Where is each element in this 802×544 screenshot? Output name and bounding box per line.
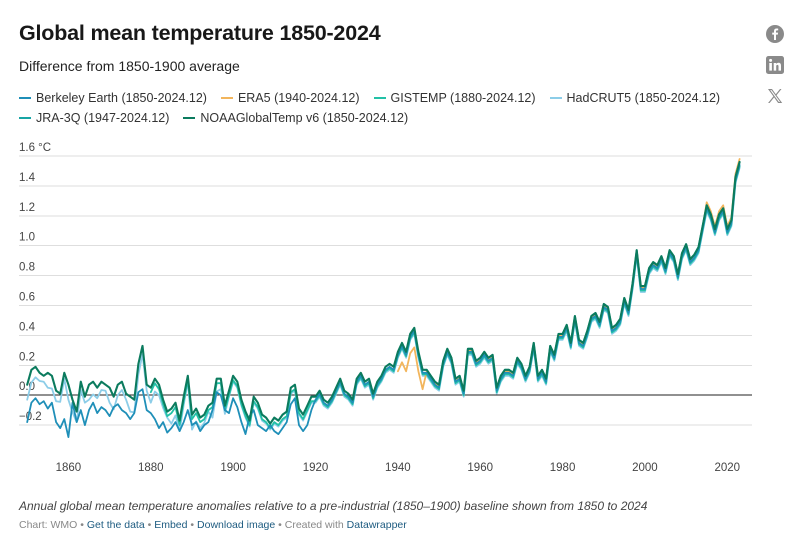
- separator: •: [278, 519, 282, 531]
- y-tick-label: −0.2: [19, 411, 42, 423]
- x-tick-label: 1900: [220, 462, 246, 474]
- legend-item: HadCRUT5 (1850-2024.12): [549, 88, 721, 108]
- separator: •: [190, 519, 195, 531]
- series-line-noaaglobaltemp: [26, 160, 741, 425]
- y-tick-label: 0.6: [19, 291, 35, 303]
- x-tick-label: 1860: [56, 462, 82, 474]
- chart-subtitle: Difference from 1850-1900 average: [19, 58, 240, 74]
- legend-item: GISTEMP (1880-2024.12): [373, 88, 536, 108]
- x-icon[interactable]: [765, 86, 785, 106]
- chart-legend: Berkeley Earth (1850-2024.12) ERA5 (1940-…: [19, 88, 759, 128]
- x-tick-label: 1920: [303, 462, 329, 474]
- legend-item: NOAAGlobalTemp v6 (1850-2024.12): [183, 108, 408, 128]
- chart-source: Chart: WMO: [19, 519, 78, 531]
- x-tick-label: 1880: [138, 462, 164, 474]
- legend-label: JRA-3Q (1947-2024.12): [36, 111, 170, 125]
- separator: •: [147, 519, 152, 531]
- legend-swatch: [373, 96, 386, 99]
- x-tick-label: 1940: [385, 462, 411, 474]
- chart-title: Global mean temperature 1850-2024: [19, 21, 381, 45]
- y-tick-label: 1.4: [19, 172, 36, 184]
- series-line-hadcrut5: [26, 167, 741, 433]
- y-tick-label: 0.2: [19, 351, 35, 363]
- chart-description: Annual global mean temperature anomalies…: [19, 499, 648, 513]
- get-data-link[interactable]: Get the data: [86, 519, 145, 531]
- download-image-link[interactable]: Download image: [197, 519, 276, 531]
- x-tick-label: 2020: [714, 462, 740, 474]
- legend-item: Berkeley Earth (1850-2024.12): [19, 88, 207, 108]
- line-chart: −0.20.00.20.40.60.81.01.21.41.6 °C 1860 1…: [19, 142, 752, 474]
- y-tick-label: 1.6 °C: [19, 142, 51, 154]
- chart-credits: Chart: WMO • Get the data • Embed • Down…: [19, 519, 407, 531]
- y-tick-label: 1.0: [19, 232, 35, 244]
- datawrapper-link[interactable]: Datawrapper: [346, 519, 407, 531]
- separator: •: [80, 519, 84, 531]
- legend-swatch: [549, 96, 562, 99]
- legend-label: ERA5 (1940-2024.12): [237, 91, 360, 105]
- x-tick-label: 1980: [550, 462, 576, 474]
- legend-item: ERA5 (1940-2024.12): [220, 88, 360, 108]
- legend-label: HadCRUT5 (1850-2024.12): [566, 91, 721, 105]
- facebook-icon[interactable]: [765, 24, 785, 44]
- x-tick-label: 1960: [467, 462, 493, 474]
- legend-swatch: [183, 116, 196, 119]
- legend-label: GISTEMP (1880-2024.12): [390, 91, 536, 105]
- embed-link[interactable]: Embed: [154, 519, 188, 531]
- y-tick-label: 0.8: [19, 262, 35, 274]
- legend-swatch: [220, 96, 233, 99]
- x-tick-label: 2000: [632, 462, 658, 474]
- legend-label: Berkeley Earth (1850-2024.12): [36, 91, 207, 105]
- legend-item: JRA-3Q (1947-2024.12): [19, 108, 169, 128]
- y-tick-label: 1.2: [19, 202, 35, 214]
- legend-swatch: [19, 96, 31, 99]
- linkedin-icon[interactable]: [765, 55, 785, 75]
- y-tick-label: 0.4: [19, 321, 36, 333]
- legend-label: NOAAGlobalTemp v6 (1850-2024.12): [200, 111, 409, 125]
- legend-swatch: [19, 116, 31, 119]
- created-with-label: Created with: [284, 519, 344, 531]
